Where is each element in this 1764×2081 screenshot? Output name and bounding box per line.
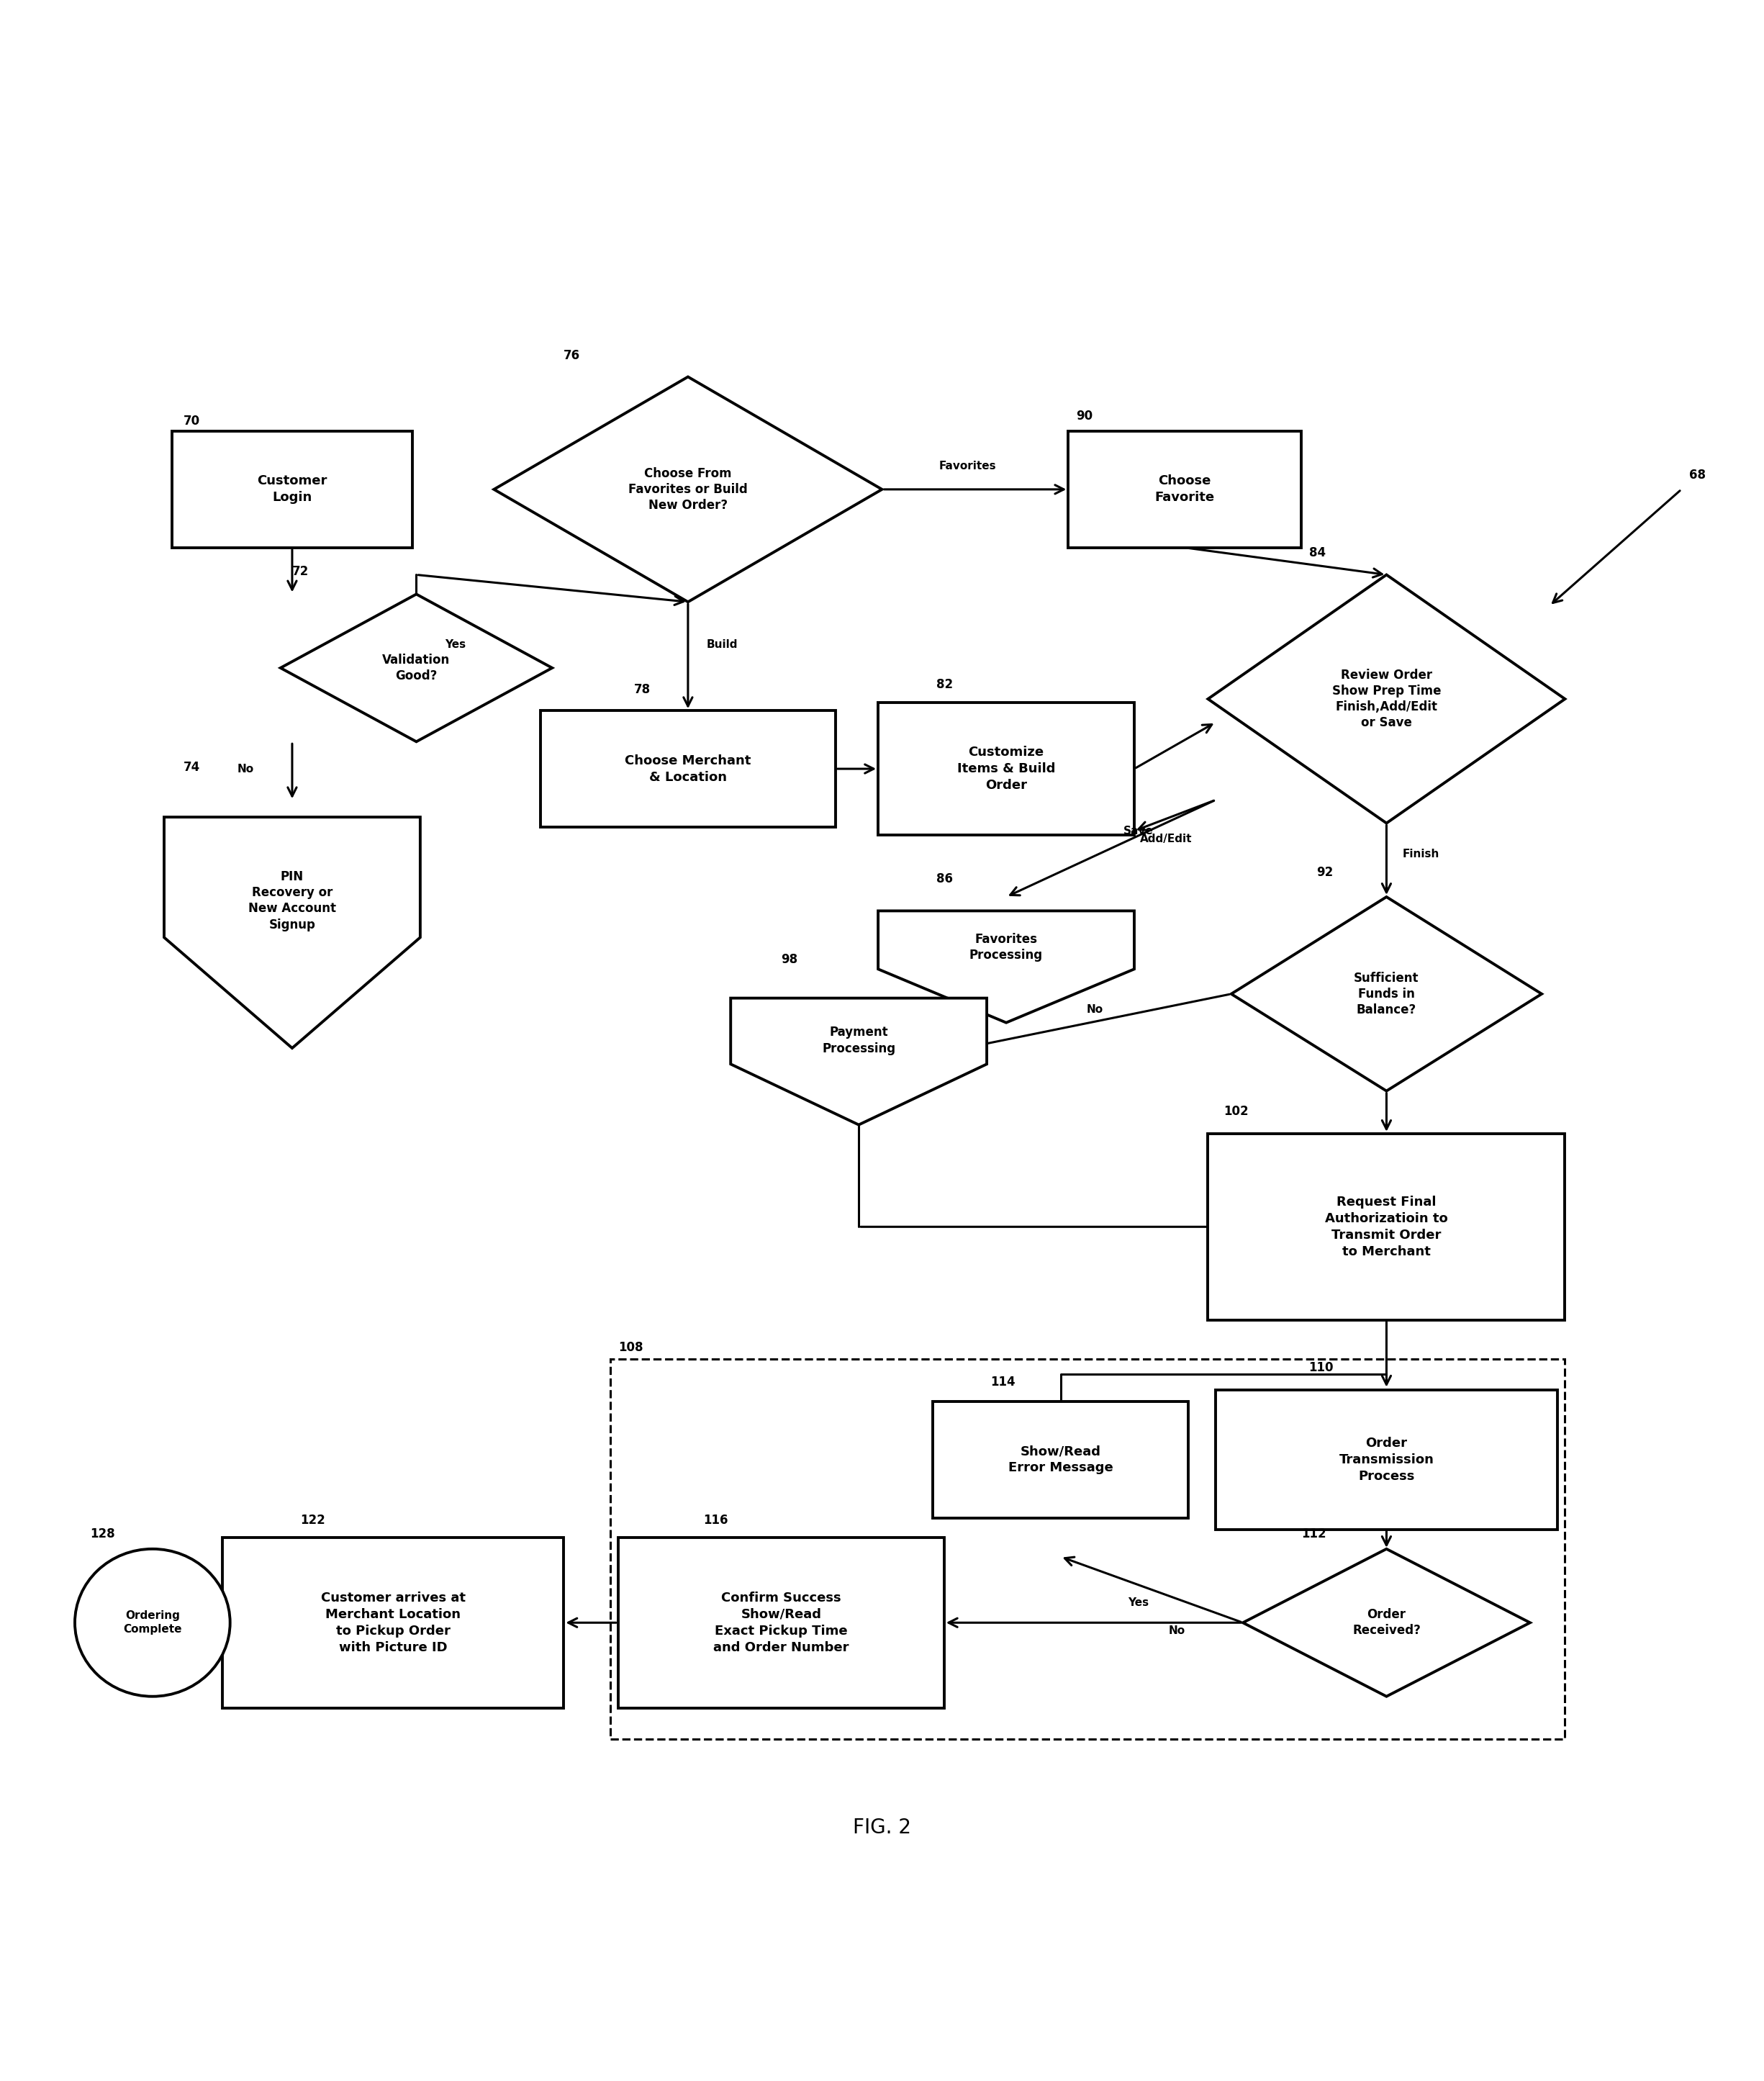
Text: Review Order
Show Prep Time
Finish,Add/Edit
or Save: Review Order Show Prep Time Finish,Add/E… xyxy=(1332,668,1441,730)
Polygon shape xyxy=(1244,1548,1529,1696)
Ellipse shape xyxy=(74,1548,229,1696)
Text: Favorites
Processing: Favorites Processing xyxy=(970,932,1043,961)
Text: Payment
Processing: Payment Processing xyxy=(822,1026,896,1055)
Polygon shape xyxy=(730,999,986,1126)
Text: 74: 74 xyxy=(183,760,201,774)
Bar xyxy=(222,1538,564,1709)
Polygon shape xyxy=(878,911,1134,1022)
Polygon shape xyxy=(1208,574,1565,824)
Text: Save: Save xyxy=(1124,826,1154,837)
Text: Order
Received?: Order Received? xyxy=(1353,1609,1420,1638)
Text: Request Final
Authorizatioin to
Transmit Order
to Merchant: Request Final Authorizatioin to Transmit… xyxy=(1325,1197,1448,1259)
Text: Build: Build xyxy=(706,639,737,649)
Text: Add/Edit: Add/Edit xyxy=(1140,832,1192,845)
Text: Choose Merchant
& Location: Choose Merchant & Location xyxy=(624,753,751,785)
Text: 112: 112 xyxy=(1302,1527,1327,1540)
Bar xyxy=(933,1401,1189,1517)
Text: Choose
Favorite: Choose Favorite xyxy=(1155,474,1215,504)
Text: 128: 128 xyxy=(90,1527,115,1540)
Text: 76: 76 xyxy=(564,350,580,362)
Text: Validation
Good?: Validation Good? xyxy=(383,653,450,683)
Text: 82: 82 xyxy=(937,678,953,691)
Bar xyxy=(171,431,413,547)
Bar xyxy=(878,703,1134,834)
Bar xyxy=(610,1359,1565,1740)
Text: 102: 102 xyxy=(1224,1105,1249,1117)
Text: 110: 110 xyxy=(1309,1361,1334,1373)
Text: Customer
Login: Customer Login xyxy=(258,474,326,504)
Text: 116: 116 xyxy=(704,1513,729,1527)
Text: Favorites: Favorites xyxy=(938,460,997,472)
Text: Yes: Yes xyxy=(1127,1596,1148,1609)
Polygon shape xyxy=(164,818,420,1049)
Text: Ordering
Complete: Ordering Complete xyxy=(123,1611,182,1636)
Text: No: No xyxy=(1087,1003,1102,1016)
Text: 70: 70 xyxy=(183,414,199,427)
Text: Yes: Yes xyxy=(445,639,466,649)
Bar xyxy=(617,1538,944,1709)
Text: Show/Read
Error Message: Show/Read Error Message xyxy=(1007,1444,1113,1473)
Text: 78: 78 xyxy=(633,683,651,695)
Text: Order
Transmission
Process: Order Transmission Process xyxy=(1339,1436,1434,1482)
Text: No: No xyxy=(1168,1625,1185,1636)
Polygon shape xyxy=(1231,897,1542,1090)
Text: Customer arrives at
Merchant Location
to Pickup Order
with Picture ID: Customer arrives at Merchant Location to… xyxy=(321,1592,466,1654)
Bar xyxy=(1208,1134,1565,1319)
Bar xyxy=(1215,1390,1558,1530)
Text: 68: 68 xyxy=(1690,468,1706,481)
Bar xyxy=(1069,431,1302,547)
Text: FIG. 2: FIG. 2 xyxy=(852,1817,912,1838)
Text: Sufficient
Funds in
Balance?: Sufficient Funds in Balance? xyxy=(1355,972,1418,1016)
Text: PIN
Recovery or
New Account
Signup: PIN Recovery or New Account Signup xyxy=(249,870,337,930)
Text: No: No xyxy=(238,764,254,774)
Polygon shape xyxy=(494,377,882,601)
Text: 86: 86 xyxy=(937,872,953,884)
Bar xyxy=(540,710,836,826)
Text: Finish: Finish xyxy=(1402,849,1439,859)
Text: 90: 90 xyxy=(1076,410,1092,422)
Text: Confirm Success
Show/Read
Exact Pickup Time
and Order Number: Confirm Success Show/Read Exact Pickup T… xyxy=(713,1592,848,1654)
Text: 92: 92 xyxy=(1316,866,1334,878)
Text: Customize
Items & Build
Order: Customize Items & Build Order xyxy=(958,745,1055,791)
Polygon shape xyxy=(280,595,552,741)
Text: 108: 108 xyxy=(617,1340,642,1355)
Text: 98: 98 xyxy=(781,953,797,966)
Text: 114: 114 xyxy=(991,1376,1016,1388)
Text: 122: 122 xyxy=(300,1513,325,1527)
Text: 72: 72 xyxy=(293,564,309,579)
Text: 84: 84 xyxy=(1309,547,1325,560)
Text: Choose From
Favorites or Build
New Order?: Choose From Favorites or Build New Order… xyxy=(628,466,748,512)
